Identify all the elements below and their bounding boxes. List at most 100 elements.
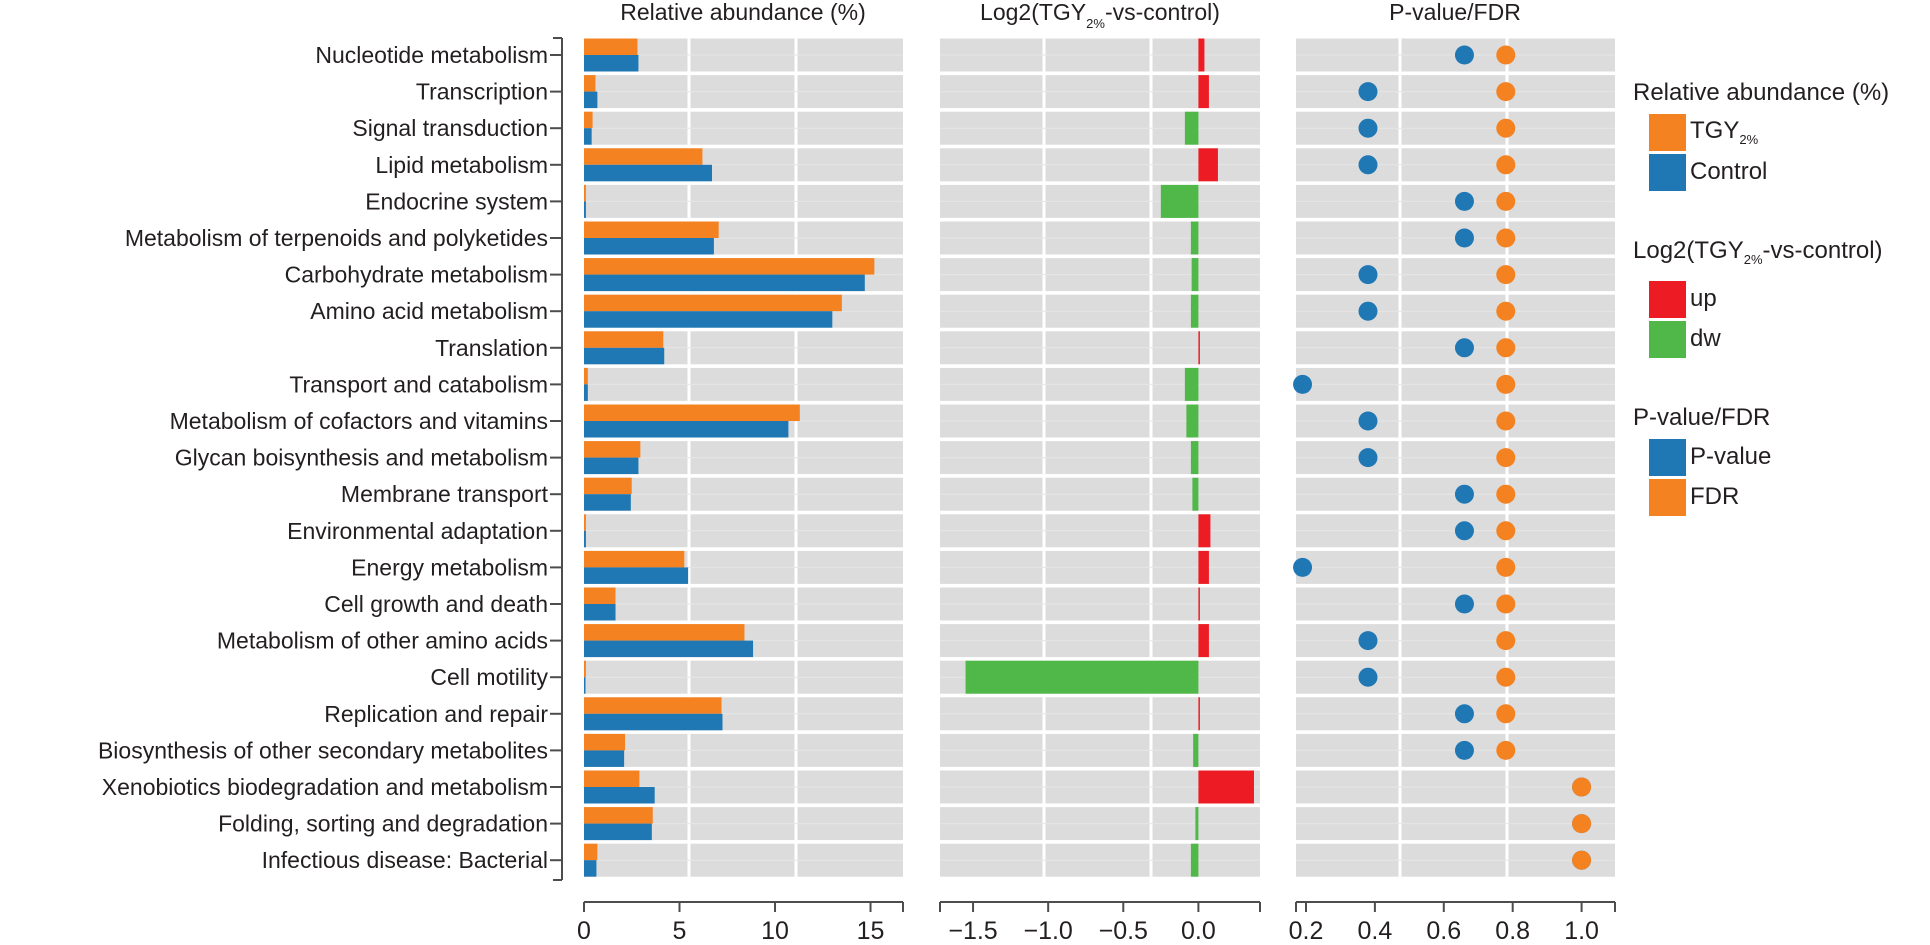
bar-control bbox=[584, 457, 639, 475]
log2-panel-title: Log2(TGY2%-vs-control) bbox=[980, 0, 1220, 31]
point-pvalue bbox=[1454, 521, 1474, 541]
legend: Relative abundance (%) TGY2% Control Log… bbox=[1633, 78, 1930, 561]
x-tick-label: 5 bbox=[673, 917, 687, 945]
bar-control bbox=[584, 55, 639, 72]
bar-tgy bbox=[584, 111, 593, 129]
point-fdr bbox=[1496, 301, 1516, 321]
bar-tgy bbox=[584, 294, 842, 312]
point-pvalue bbox=[1454, 191, 1474, 211]
legend-label-fdr: FDR bbox=[1690, 483, 1740, 510]
point-fdr bbox=[1572, 777, 1592, 797]
point-fdr bbox=[1496, 704, 1516, 724]
legend-label-tgy: TGY2% bbox=[1690, 117, 1759, 147]
point-pvalue bbox=[1454, 338, 1474, 358]
point-fdr bbox=[1496, 118, 1516, 138]
x-tick-label: −1.5 bbox=[948, 917, 997, 945]
bar-control bbox=[584, 274, 865, 292]
pvalue-panel-title: P-value/FDR bbox=[1389, 0, 1521, 25]
bar-up bbox=[1198, 624, 1209, 658]
bar-control bbox=[584, 567, 689, 584]
legend-item-control: Control bbox=[1633, 152, 1930, 192]
point-fdr bbox=[1496, 594, 1516, 614]
x-tick-label: −0.5 bbox=[1099, 917, 1148, 945]
bar-down bbox=[1192, 477, 1199, 511]
category-label: Metabolism of other amino acids bbox=[217, 628, 548, 654]
bar-control bbox=[584, 91, 598, 109]
abundance-panel: 0 5 10 15 bbox=[577, 38, 904, 945]
point-fdr bbox=[1496, 45, 1516, 65]
point-fdr bbox=[1496, 265, 1516, 285]
point-pvalue bbox=[1358, 265, 1378, 285]
point-fdr bbox=[1496, 631, 1516, 651]
bar-down bbox=[1186, 404, 1199, 438]
point-fdr bbox=[1496, 740, 1516, 760]
abundance-panel-title: Relative abundance (%) bbox=[620, 0, 865, 25]
bar-control bbox=[584, 164, 712, 182]
point-pvalue bbox=[1358, 631, 1378, 651]
legend-group-abundance: Relative abundance (%) TGY2% Control bbox=[1633, 78, 1930, 192]
category-label: Endocrine system bbox=[365, 188, 548, 214]
category-label: Signal transduction bbox=[352, 115, 548, 141]
bar-tgy bbox=[584, 514, 586, 531]
legend-item-pvalue: P-value bbox=[1633, 437, 1930, 477]
bar-tgy bbox=[584, 843, 598, 861]
point-fdr bbox=[1496, 667, 1516, 687]
point-fdr bbox=[1496, 191, 1516, 211]
point-fdr bbox=[1572, 850, 1592, 870]
category-labels: Nucleotide metabolism Transcription Signal… bbox=[98, 42, 549, 873]
point-pvalue bbox=[1358, 301, 1378, 321]
x-tick-label: 0.8 bbox=[1495, 917, 1530, 945]
x-tick-label: −1.0 bbox=[1023, 917, 1072, 945]
point-pvalue bbox=[1454, 45, 1474, 65]
category-label: Lipid metabolism bbox=[375, 152, 548, 178]
bar-tgy bbox=[584, 550, 685, 568]
point-pvalue bbox=[1358, 82, 1378, 102]
bar-up bbox=[1198, 331, 1200, 365]
x-tick-label: 15 bbox=[857, 917, 885, 945]
x-tick-label: 10 bbox=[761, 917, 789, 945]
point-fdr bbox=[1496, 484, 1516, 504]
legend-swatch-control bbox=[1649, 153, 1686, 191]
legend-label-control: Control bbox=[1690, 158, 1768, 185]
category-label: Biosynthesis of other secondary metaboli… bbox=[98, 737, 548, 763]
bar-up bbox=[1198, 697, 1200, 731]
bar-tgy bbox=[584, 441, 641, 458]
bar-tgy bbox=[584, 38, 638, 55]
category-label: Nucleotide metabolism bbox=[315, 42, 548, 68]
bar-control bbox=[584, 421, 789, 438]
category-label: Infectious disease: Bacterial bbox=[262, 847, 548, 873]
bar-up bbox=[1198, 38, 1205, 72]
bar-tgy bbox=[584, 624, 745, 641]
point-pvalue bbox=[1358, 118, 1378, 138]
point-pvalue bbox=[1358, 667, 1378, 687]
bar-control bbox=[584, 713, 723, 731]
bar-down bbox=[1190, 221, 1199, 255]
category-label: Folding, sorting and degradation bbox=[218, 811, 548, 837]
bar-tgy bbox=[584, 148, 703, 165]
point-fdr bbox=[1496, 557, 1516, 577]
category-label: Glycan boisynthesis and metabolism bbox=[175, 445, 548, 471]
x-tick-label: 0.6 bbox=[1426, 917, 1461, 945]
legend-swatch-pvalue bbox=[1649, 438, 1686, 476]
pvalue-panel: 0.2 0.4 0.6 0.8 1.0 bbox=[1289, 38, 1616, 945]
point-pvalue bbox=[1454, 594, 1474, 614]
bar-down bbox=[1190, 294, 1199, 328]
bar-tgy bbox=[584, 221, 719, 238]
bar-control bbox=[584, 677, 586, 694]
bar-down bbox=[1190, 441, 1199, 475]
category-label: Translation bbox=[435, 335, 548, 361]
point-pvalue bbox=[1358, 411, 1378, 431]
bar-tgy bbox=[584, 75, 596, 92]
point-pvalue bbox=[1358, 448, 1378, 468]
legend-swatch-fdr bbox=[1649, 478, 1686, 516]
category-label: Membrane transport bbox=[341, 481, 549, 507]
category-label: Environmental adaptation bbox=[287, 518, 548, 544]
bar-down bbox=[1193, 733, 1199, 767]
legend-title-pvalue: P-value/FDR bbox=[1633, 404, 1771, 431]
bar-control bbox=[584, 860, 597, 877]
bar-control bbox=[584, 128, 592, 145]
legend-swatch-tgy bbox=[1649, 113, 1686, 151]
legend-label-dw: dw bbox=[1690, 325, 1721, 352]
legend-item-up: up bbox=[1633, 279, 1930, 319]
bar-tgy bbox=[584, 184, 586, 202]
